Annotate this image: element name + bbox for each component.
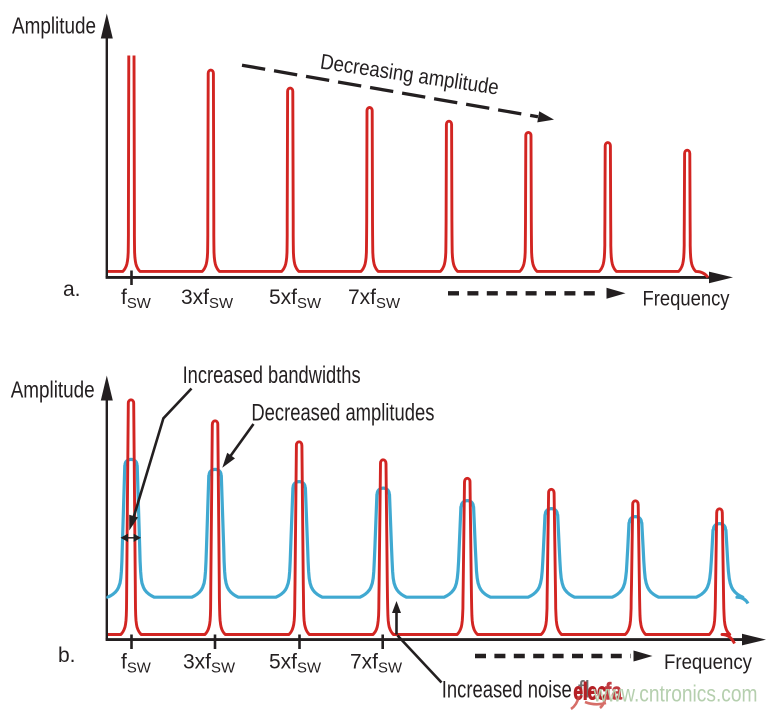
svg-text:Amplitude: Amplitude xyxy=(12,12,96,38)
svg-text:a.: a. xyxy=(63,278,81,301)
svg-text:3xfSW: 3xfSW xyxy=(183,651,236,677)
svg-text:Increased bandwidths: Increased bandwidths xyxy=(183,362,361,389)
svg-text:b.: b. xyxy=(58,644,76,667)
svg-text:5xfSW: 5xfSW xyxy=(269,651,322,677)
svg-text:www.cntronics.com: www.cntronics.com xyxy=(593,681,758,707)
svg-text:7xfSW: 7xfSW xyxy=(350,651,403,677)
svg-text:fl: fl xyxy=(578,677,590,704)
svg-text:Frequency: Frequency xyxy=(664,650,752,674)
svg-text:Amplitude: Amplitude xyxy=(11,376,95,402)
svg-text:fa: fa xyxy=(605,679,622,706)
svg-text:Increased noise: Increased noise xyxy=(442,677,572,704)
svg-text:Frequency: Frequency xyxy=(643,286,730,310)
svg-text:Decreased amplitudes: Decreased amplitudes xyxy=(251,400,434,427)
